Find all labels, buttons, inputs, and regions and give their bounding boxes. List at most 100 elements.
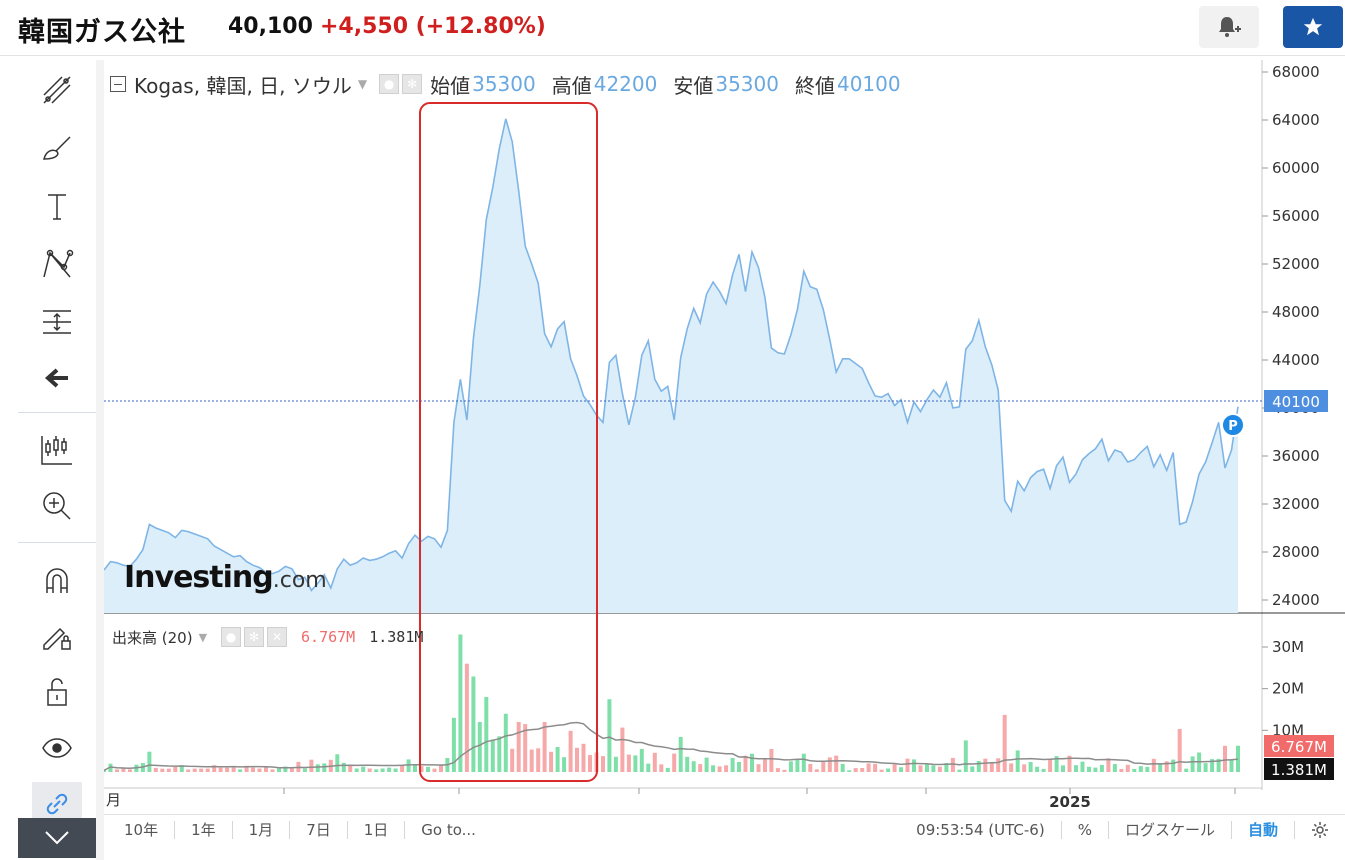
range-1m[interactable]: 1月 <box>233 820 291 839</box>
percent-toggle[interactable]: % <box>1062 821 1109 839</box>
settings-gear-icon[interactable]: ✻ <box>402 74 423 94</box>
volume-bar <box>613 756 618 772</box>
volume-bar <box>1210 759 1215 772</box>
clock-time: 09:53:54 (UTC-6) <box>900 821 1062 839</box>
volume-bar <box>925 764 929 772</box>
volume-bar <box>607 699 612 772</box>
add-alert-button[interactable] <box>1199 6 1259 48</box>
volume-bar <box>542 722 547 772</box>
chevron-down-icon[interactable]: ▼ <box>357 77 368 91</box>
goto-button[interactable]: Go to... <box>421 820 476 839</box>
lock-tool[interactable] <box>32 670 82 714</box>
volume-bar <box>665 767 670 772</box>
range-7d[interactable]: 7日 <box>290 820 348 839</box>
range-1y[interactable]: 1年 <box>175 820 233 839</box>
volume-bar <box>912 759 916 772</box>
trend-line-tool[interactable] <box>32 68 82 112</box>
volume-bar <box>1022 764 1027 772</box>
last-price: 40,100 <box>228 14 313 39</box>
watchlist-star-button[interactable] <box>1283 6 1343 48</box>
time-axis-left-label: 月 <box>106 791 121 809</box>
volume-bar <box>1048 758 1053 772</box>
volume-bar <box>1229 759 1234 772</box>
volume-bar <box>1080 761 1085 772</box>
volume-bar <box>264 766 268 772</box>
visibility-tool[interactable] <box>32 726 82 770</box>
volume-bar <box>1177 729 1182 772</box>
magnet-tool[interactable] <box>32 558 82 602</box>
open-label: 始値 <box>430 73 471 98</box>
p-marker[interactable] <box>1221 413 1245 437</box>
page-header: 韓国ガス公社 40,100 +4,550 (+12.80%) <box>0 0 1345 56</box>
volume-bar <box>186 769 191 772</box>
volume-bar <box>192 768 197 772</box>
volume-bar <box>179 765 184 772</box>
chevron-down-icon[interactable]: ▼ <box>198 630 208 644</box>
brush-tool[interactable] <box>32 126 82 170</box>
price-tick-label: 36000 <box>1272 447 1320 465</box>
symbol-label[interactable]: Kogas, 韓国, 日, ソウル <box>134 73 352 98</box>
volume-bar <box>309 759 314 772</box>
log-scale-toggle[interactable]: ログスケール <box>1109 821 1232 839</box>
back-button[interactable] <box>32 356 82 400</box>
range-10y[interactable]: 10年 <box>104 820 176 839</box>
collapse-legend-icon[interactable] <box>110 76 126 92</box>
range-1d[interactable]: 1日 <box>348 820 406 839</box>
volume-bar <box>983 758 988 772</box>
volume-bar <box>147 751 152 772</box>
volume-bar <box>886 768 891 772</box>
volume-bar <box>322 763 327 772</box>
volume-bar <box>529 749 534 772</box>
lock-drawings-tool[interactable] <box>32 614 82 658</box>
volume-bar <box>750 753 754 772</box>
volume-bar <box>102 770 106 772</box>
volume-bar <box>270 769 275 772</box>
volume-bar <box>652 752 657 772</box>
eye-toggle-icon[interactable]: ● <box>221 627 242 647</box>
price-tick-label: 48000 <box>1272 303 1320 321</box>
close-icon[interactable]: ✕ <box>267 627 288 647</box>
volume-bar <box>1119 769 1124 772</box>
volume-bar <box>1171 759 1176 772</box>
settings-gear-icon[interactable]: ✻ <box>244 627 265 647</box>
open-value: 35300 <box>472 72 536 96</box>
zoom-tool[interactable] <box>32 484 82 528</box>
volume-bar <box>1074 765 1078 772</box>
volume-bar <box>484 697 489 772</box>
bottom-toolbar: 10年 1年 1月 7日 1日 Go to... 09:53:54 (UTC-6… <box>104 814 1345 844</box>
volume-bar <box>354 768 359 772</box>
volume-bar <box>918 765 923 772</box>
bell-plus-icon <box>1219 17 1241 37</box>
pattern-tool[interactable] <box>32 242 82 286</box>
volume-bar <box>257 768 262 772</box>
volume-bar <box>562 757 567 772</box>
fib-tool[interactable] <box>32 300 82 344</box>
chart-type-tool[interactable] <box>32 428 82 472</box>
volume-bar <box>315 764 320 772</box>
volume-bar <box>121 768 126 772</box>
volume-bar <box>225 767 230 772</box>
volume-tick-label: 30M <box>1272 638 1304 656</box>
text-tool[interactable] <box>32 184 82 228</box>
investing-logo: Investing.com <box>124 560 327 595</box>
volume-bar <box>173 767 178 772</box>
volume-bar <box>283 766 288 772</box>
volume-bar <box>1138 766 1143 772</box>
volume-bar <box>678 737 683 772</box>
price-tick-label: 56000 <box>1272 207 1320 225</box>
volume-bar <box>840 763 845 772</box>
volume-bar <box>510 748 515 772</box>
price-volume-chart[interactable]: 6800064000600005600052000480004400040000… <box>102 60 1345 815</box>
low-value: 35300 <box>715 72 779 96</box>
eye-toggle-icon[interactable]: ● <box>379 74 400 94</box>
volume-bar <box>970 766 975 772</box>
volume-bar <box>646 763 651 772</box>
volume-bar <box>866 763 871 772</box>
volume-bar <box>439 764 443 772</box>
toolbar-collapse-button[interactable] <box>18 818 96 858</box>
auto-scale-toggle[interactable]: 自動 <box>1232 821 1295 839</box>
chart-settings-button[interactable] <box>1295 821 1345 839</box>
volume-bar <box>937 766 942 772</box>
volume-bar <box>873 763 878 772</box>
chart-area[interactable]: 6800064000600005600052000480004400040000… <box>102 60 1345 815</box>
